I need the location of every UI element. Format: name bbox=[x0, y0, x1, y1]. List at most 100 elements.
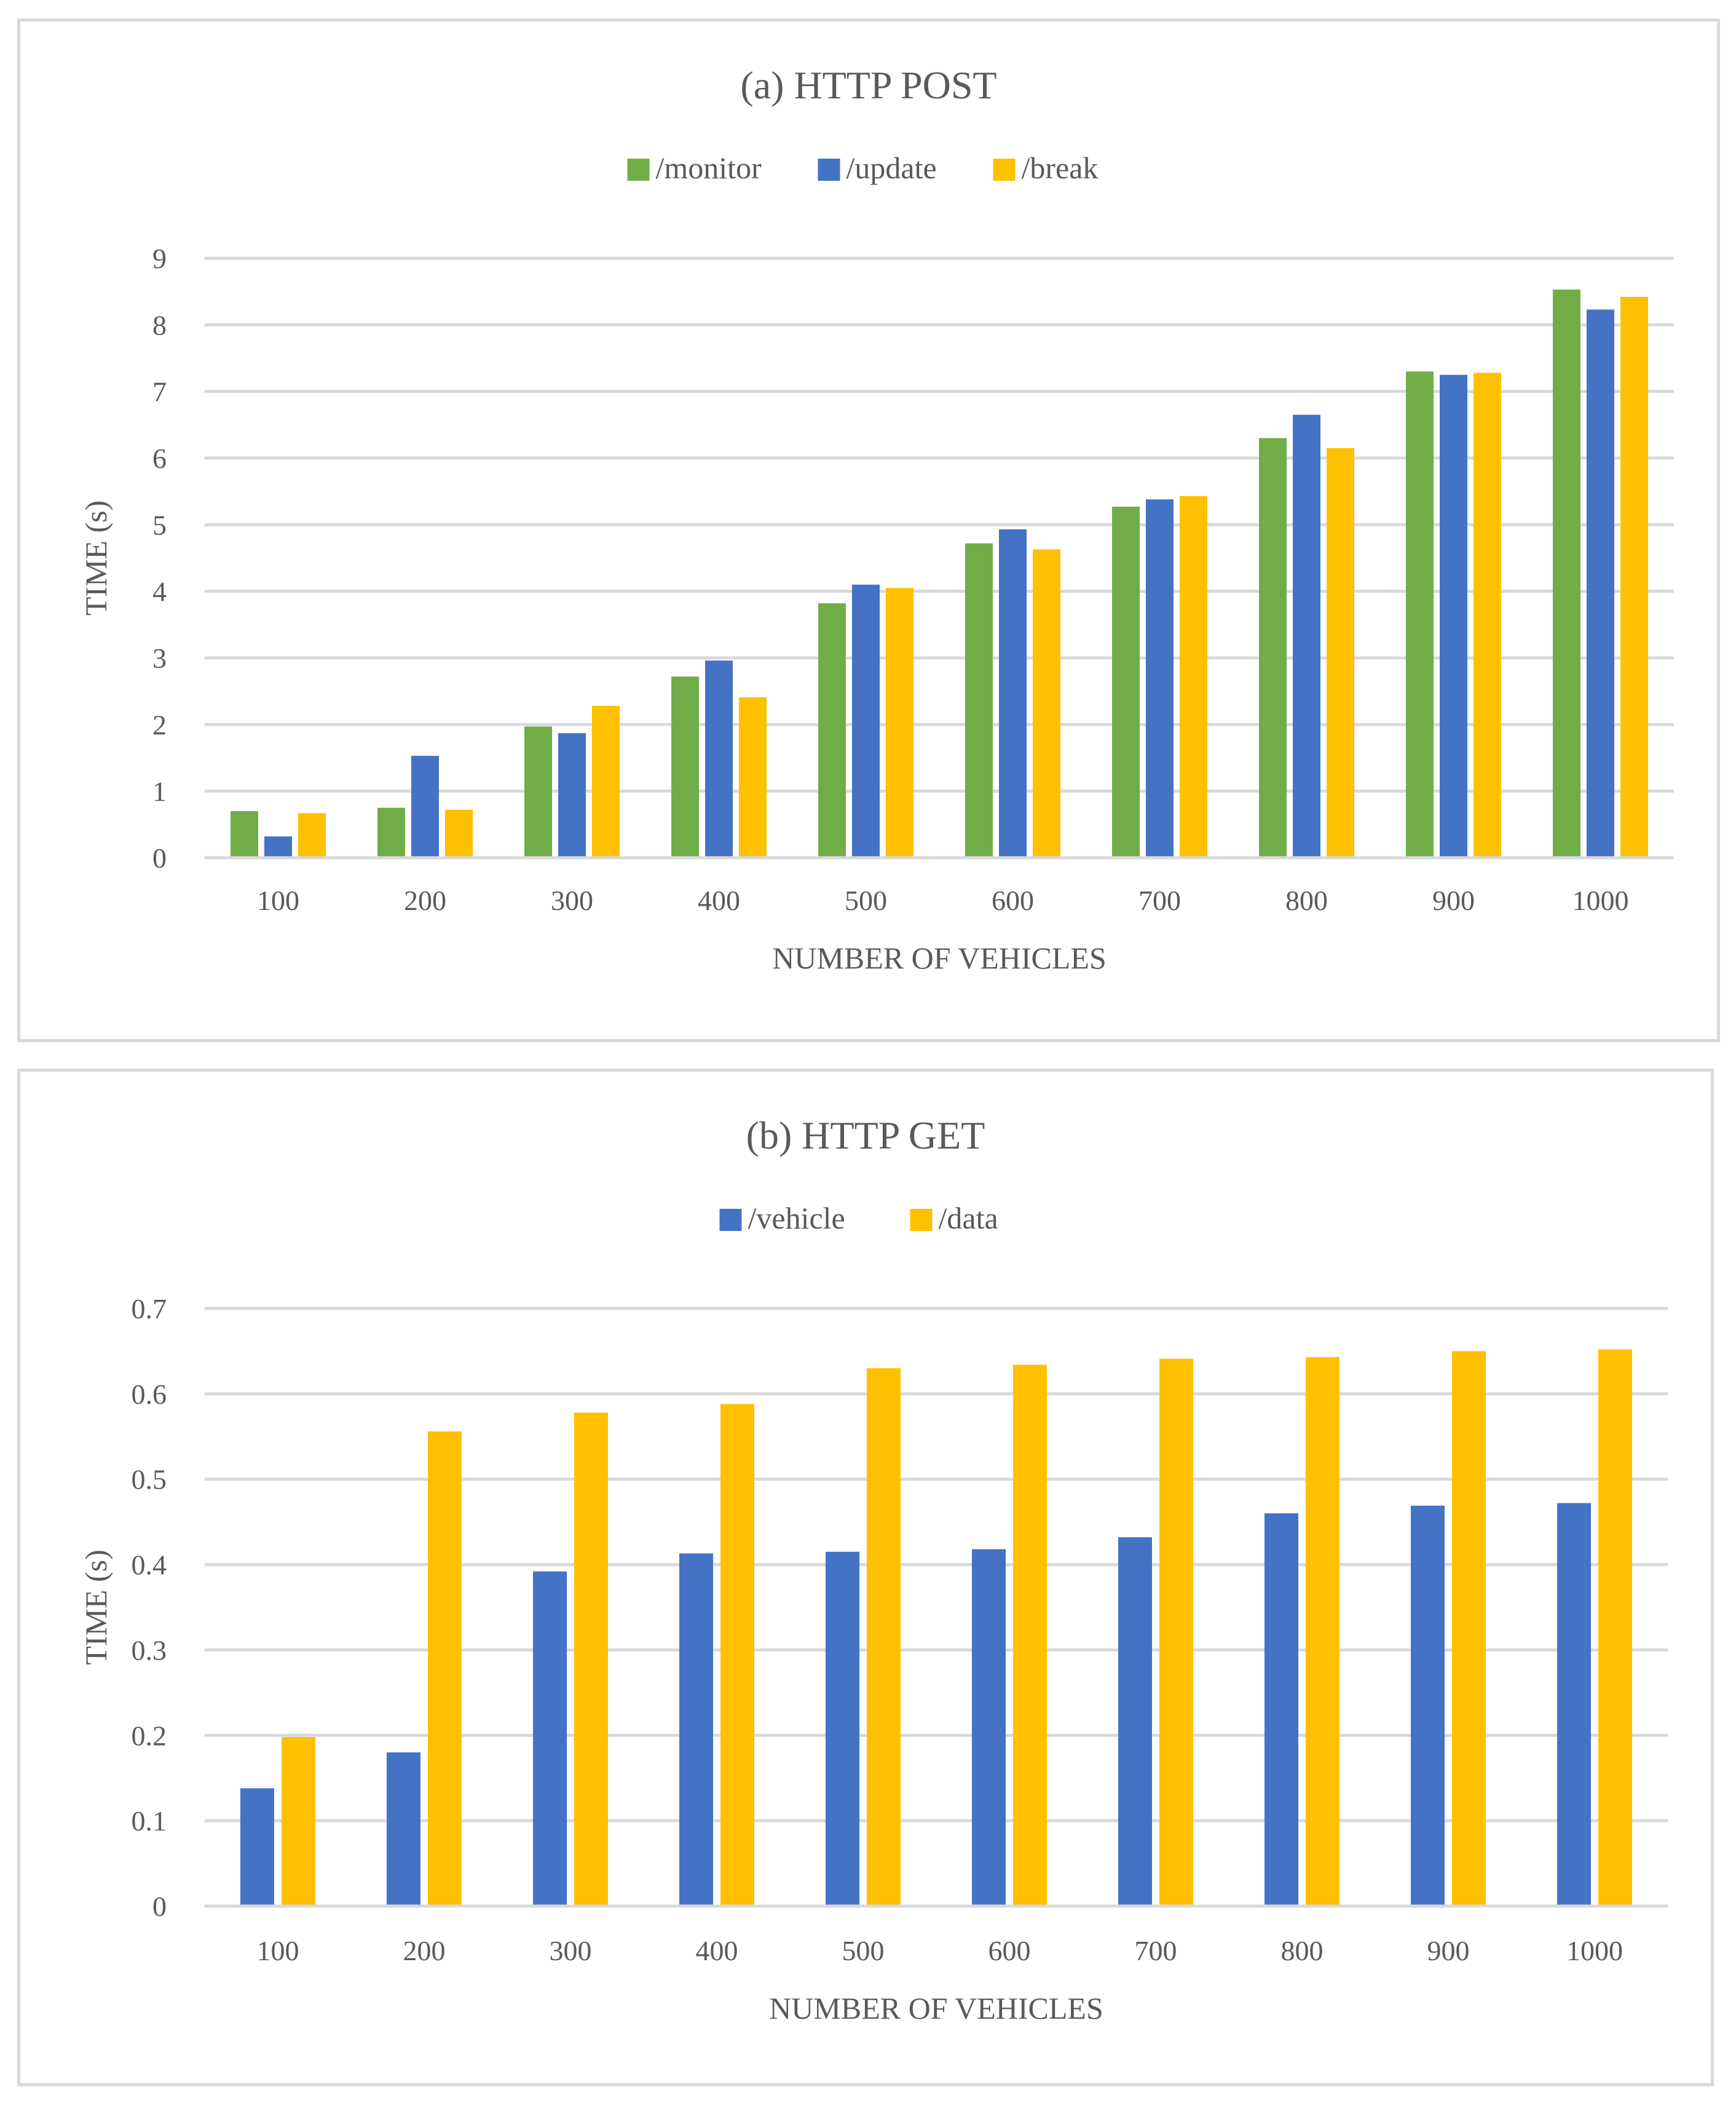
y-tick-label: 0 bbox=[152, 1891, 167, 1922]
x-tick-label: 1000 bbox=[1572, 885, 1629, 916]
legend-item-data: /data bbox=[910, 1201, 998, 1235]
bar-data-600 bbox=[1013, 1364, 1047, 1906]
legend-item-monitor: /monitor bbox=[627, 151, 762, 185]
bar-monitor-800 bbox=[1259, 438, 1287, 858]
bar-data-800 bbox=[1306, 1357, 1339, 1906]
chart-panel-http-post: (a) HTTP POST/monitor/update/break 0 1 2 3 4 5… bbox=[17, 18, 1720, 1042]
legend: /vehicle/data bbox=[719, 1201, 998, 1235]
x-tick-label: 500 bbox=[842, 1935, 885, 1966]
y-tick-label: 2 bbox=[152, 709, 167, 740]
bar-vehicle-800 bbox=[1265, 1513, 1298, 1906]
y-axis-label: TIME (s) bbox=[79, 501, 113, 615]
x-tick-label: 200 bbox=[404, 885, 446, 916]
chart-http-post: (a) HTTP POST/monitor/update/break 0 1 2 3 4 5… bbox=[79, 63, 1674, 975]
bar-data-300 bbox=[574, 1412, 608, 1906]
x-tick-label: 400 bbox=[698, 885, 740, 916]
x-tick-label: 600 bbox=[988, 1935, 1031, 1966]
x-tick-label: 400 bbox=[696, 1935, 738, 1966]
x-tick-label: 200 bbox=[403, 1935, 446, 1966]
bar-break-400 bbox=[739, 697, 767, 858]
legend: /monitor/update/break bbox=[627, 151, 1099, 185]
bar-update-400 bbox=[705, 660, 733, 858]
bar-monitor-500 bbox=[818, 603, 846, 858]
bar-vehicle-100 bbox=[240, 1788, 274, 1906]
bar-update-700 bbox=[1146, 499, 1174, 858]
chart-title: (b) HTTP GET bbox=[746, 1114, 985, 1157]
legend-swatch bbox=[627, 159, 650, 181]
legend-label: /vehicle bbox=[748, 1201, 845, 1235]
gridlines bbox=[205, 1307, 1668, 1908]
bar-data-200 bbox=[428, 1431, 462, 1906]
chart-panel-http-get: (b) HTTP GET/vehicle/data 0 0.1 0.2 0.3 0.4 0.… bbox=[17, 1069, 1714, 2086]
bar-monitor-1000 bbox=[1553, 289, 1580, 858]
x-tick-label: 700 bbox=[1135, 1935, 1177, 1966]
x-tick-label: 900 bbox=[1432, 885, 1475, 916]
bar-monitor-600 bbox=[965, 543, 993, 858]
bar-data-1000 bbox=[1598, 1349, 1632, 1906]
bar-update-100 bbox=[264, 836, 292, 858]
bars bbox=[231, 289, 1648, 858]
y-tick-label: 8 bbox=[152, 309, 167, 341]
chart-http-get: (b) HTTP GET/vehicle/data 0 0.1 0.2 0.3 0.4 0.… bbox=[79, 1114, 1668, 2025]
x-tick-label: 100 bbox=[257, 885, 299, 916]
bar-break-100 bbox=[298, 813, 326, 858]
y-tick-label: 0.3 bbox=[132, 1634, 167, 1666]
y-tick-label: 0.5 bbox=[132, 1464, 167, 1495]
legend-label: /break bbox=[1022, 151, 1099, 185]
bar-data-700 bbox=[1159, 1358, 1193, 1906]
legend-label: /data bbox=[939, 1201, 998, 1235]
bar-break-700 bbox=[1180, 496, 1207, 858]
legend-item-break: /break bbox=[993, 151, 1099, 185]
x-tick-label: 900 bbox=[1427, 1935, 1470, 1966]
bar-monitor-100 bbox=[231, 811, 258, 858]
bar-data-100 bbox=[282, 1737, 315, 1906]
bar-vehicle-1000 bbox=[1557, 1503, 1591, 1906]
bar-break-600 bbox=[1033, 549, 1060, 858]
bar-update-500 bbox=[852, 584, 880, 858]
legend-swatch bbox=[910, 1209, 933, 1231]
legend-swatch bbox=[993, 159, 1016, 181]
y-tick-label: 0 bbox=[152, 842, 167, 874]
y-tick-label: 9 bbox=[152, 243, 167, 274]
x-tick-label: 1000 bbox=[1566, 1935, 1623, 1966]
bar-break-200 bbox=[445, 810, 473, 858]
legend-label: /update bbox=[846, 151, 937, 185]
bar-vehicle-700 bbox=[1118, 1537, 1152, 1906]
bar-monitor-200 bbox=[377, 807, 405, 858]
x-axis-label: NUMBER OF VEHICLES bbox=[769, 1991, 1103, 2025]
y-tick-label: 0.4 bbox=[132, 1549, 167, 1581]
chart-title: (a) HTTP POST bbox=[740, 63, 996, 107]
y-tick-label: 3 bbox=[152, 643, 167, 674]
bar-monitor-700 bbox=[1112, 507, 1140, 858]
x-tick-label: 100 bbox=[257, 1935, 299, 1966]
bar-update-200 bbox=[411, 756, 439, 858]
x-tick-label: 700 bbox=[1138, 885, 1181, 916]
x-tick-label: 600 bbox=[992, 885, 1034, 916]
y-tick-label: 0.1 bbox=[132, 1805, 167, 1837]
legend-item-vehicle: /vehicle bbox=[719, 1201, 845, 1235]
legend-item-update: /update bbox=[818, 151, 937, 185]
bar-vehicle-200 bbox=[387, 1752, 420, 1906]
x-axis-label: NUMBER OF VEHICLES bbox=[772, 941, 1107, 975]
x-axis-ticks: 100 200 300 400 500 600 700 800 900 1000 bbox=[257, 885, 1629, 916]
y-tick-label: 6 bbox=[152, 443, 167, 474]
bar-data-900 bbox=[1452, 1351, 1486, 1906]
y-axis-ticks: 0 1 2 3 4 5 6 7 8 9 bbox=[152, 243, 167, 874]
y-tick-label: 1 bbox=[152, 776, 167, 807]
y-tick-label: 0.7 bbox=[132, 1293, 167, 1324]
gridlines bbox=[205, 256, 1674, 860]
y-tick-label: 0.2 bbox=[132, 1720, 167, 1751]
bar-break-800 bbox=[1327, 448, 1354, 858]
bar-update-800 bbox=[1293, 414, 1320, 858]
x-tick-label: 300 bbox=[550, 1935, 592, 1966]
bar-break-500 bbox=[886, 588, 913, 858]
legend-swatch bbox=[719, 1209, 742, 1231]
legend-swatch bbox=[818, 159, 840, 181]
bar-monitor-400 bbox=[671, 676, 699, 858]
y-tick-label: 5 bbox=[152, 509, 167, 540]
bar-break-300 bbox=[592, 706, 620, 858]
x-tick-label: 800 bbox=[1281, 1935, 1324, 1966]
y-tick-label: 7 bbox=[152, 376, 167, 408]
x-tick-label: 800 bbox=[1285, 885, 1328, 916]
bar-vehicle-400 bbox=[679, 1553, 713, 1906]
